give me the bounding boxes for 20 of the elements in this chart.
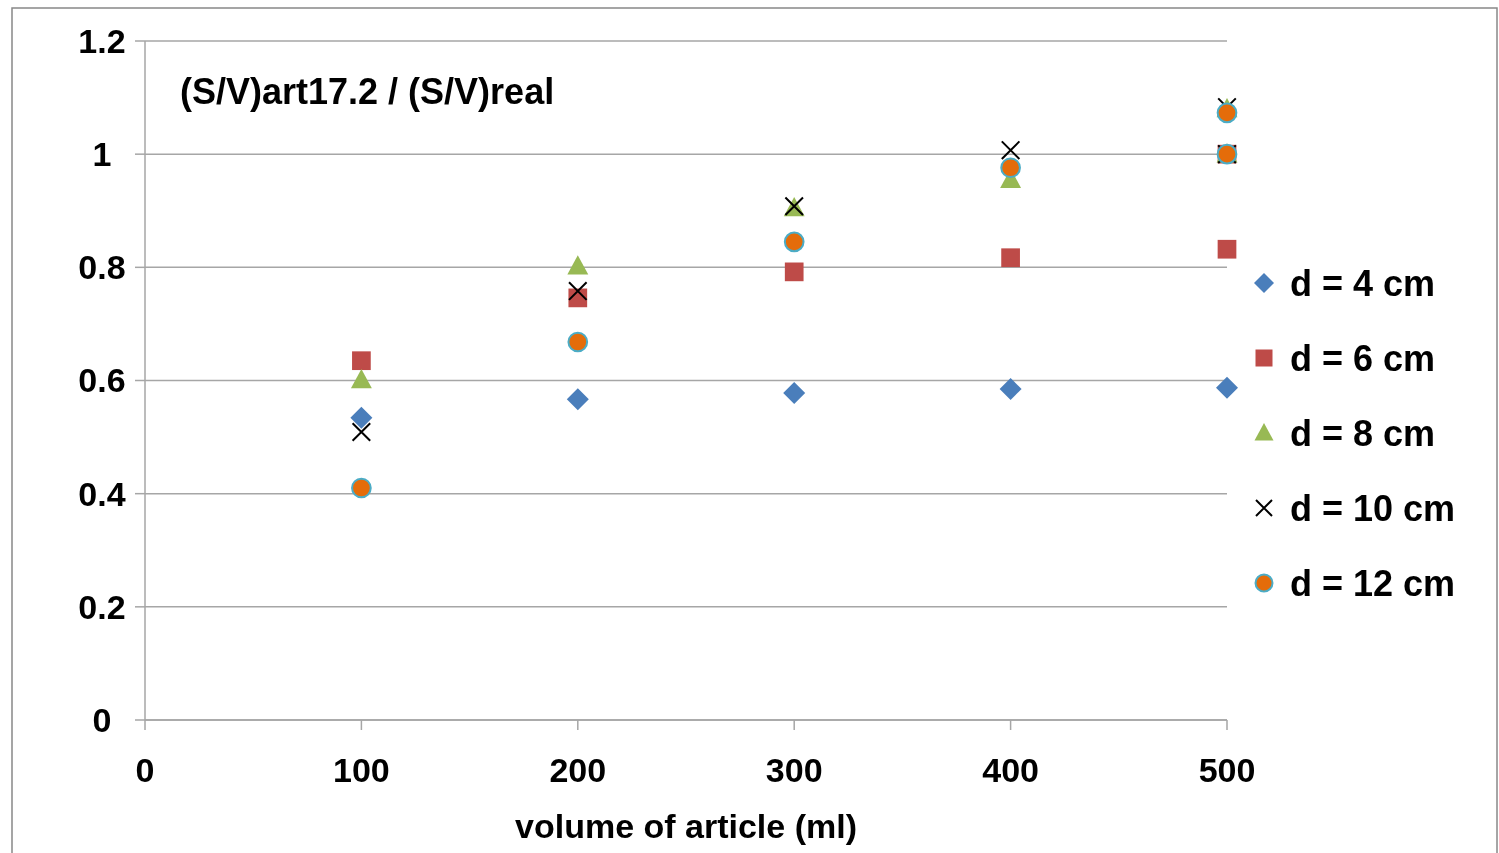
x-tick-label: 100	[333, 751, 390, 789]
y-tick-label: 0	[92, 700, 112, 739]
y-tick-label: 0.4	[78, 474, 126, 513]
legend-label: d = 4 cm	[1290, 262, 1436, 304]
annotation: (S/V)art17.2 / (S/V)real	[180, 71, 555, 112]
y-tick-label: 1	[92, 135, 112, 174]
y-tick-label: 0.6	[78, 361, 126, 400]
x-tick-label: 400	[982, 751, 1039, 789]
x-tick-label: 0	[135, 751, 155, 789]
x-tick-label: 200	[549, 751, 607, 789]
x-tick-label: 300	[765, 751, 823, 789]
legend-label: d = 6 cm	[1290, 337, 1436, 379]
legend-label: d = 10 cm	[1290, 487, 1456, 529]
y-tick-label: 0.8	[78, 248, 126, 287]
legend-label: d = 12 cm	[1290, 562, 1456, 604]
y-tick-label: 0.2	[78, 587, 126, 626]
legend-label: d = 8 cm	[1290, 412, 1436, 454]
x-axis-title: volume of article (ml)	[515, 807, 857, 845]
y-tick-label: 1.2	[78, 21, 126, 60]
x-tick-label: 500	[1198, 751, 1256, 789]
